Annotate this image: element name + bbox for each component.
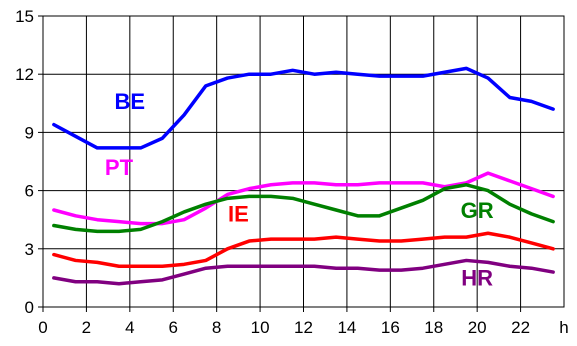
y-tick-label: 0 — [25, 298, 34, 317]
y-tick-label: 15 — [15, 7, 34, 26]
x-tick-label: 16 — [381, 318, 400, 337]
series-line-pt — [52, 171, 555, 226]
x-tick-label: 14 — [337, 318, 356, 337]
y-tick-label: 9 — [25, 123, 34, 142]
x-tick-label: 18 — [424, 318, 443, 337]
x-tick-label: 22 — [511, 318, 530, 337]
x-tick-label: 4 — [125, 318, 134, 337]
series-line-hr — [52, 258, 555, 286]
series-line-gr — [52, 183, 555, 234]
x-tick-label: 0 — [38, 318, 47, 337]
series-lines — [52, 66, 555, 286]
series-line-be — [52, 66, 555, 150]
series-label-hr: HR — [461, 266, 493, 291]
x-tick-label: 12 — [294, 318, 313, 337]
series-line-ie — [52, 231, 555, 269]
series-label-pt: PT — [105, 155, 134, 180]
series-label-ie: IE — [228, 202, 249, 227]
series-labels: BE PT IE GR HR — [105, 89, 494, 291]
x-tick-label: 10 — [251, 318, 270, 337]
x-unit-label: h — [559, 318, 568, 337]
y-tick-label: 3 — [25, 240, 34, 259]
x-tick-label: 20 — [468, 318, 487, 337]
series-label-gr: GR — [461, 198, 494, 223]
y-tick-label: 6 — [25, 182, 34, 201]
x-tick-label: 8 — [212, 318, 221, 337]
axes: 0 3 6 9 12 15 0 2 4 6 8 10 12 14 16 18 20 22 h — [15, 7, 569, 337]
x-tick-label: 6 — [169, 318, 178, 337]
y-tick-label: 12 — [15, 65, 34, 84]
x-tick-label: 2 — [82, 318, 91, 337]
series-label-be: BE — [115, 89, 146, 114]
